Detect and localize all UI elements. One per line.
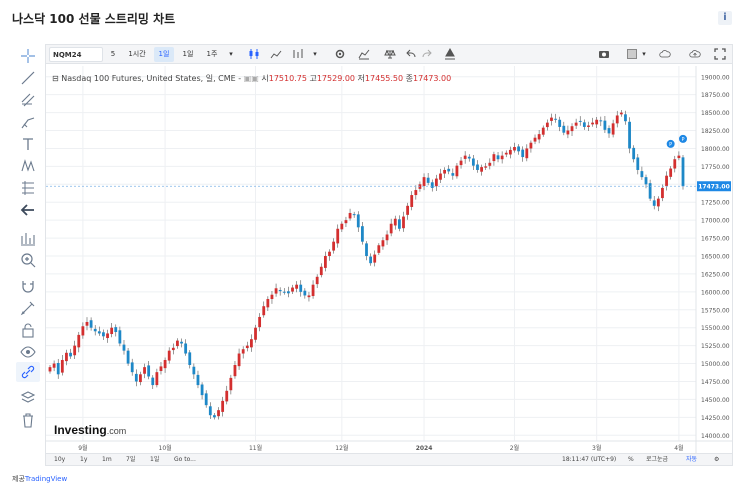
arrow-left-icon[interactable] <box>16 200 40 220</box>
trend-line-icon[interactable] <box>16 68 40 88</box>
legend-symbol-name: Nasdaq 100 Futures, United States, 일, CM… <box>61 74 242 83</box>
interval-1h[interactable]: 1시간 <box>128 50 146 58</box>
link-icon[interactable] <box>16 362 40 382</box>
range-7d[interactable]: 7일 <box>126 456 136 463</box>
bottom-bar: 10y 1y 1m 7일 1일 Go to... 18:11:47 (UTC+9… <box>45 453 733 466</box>
cloud-save-icon[interactable] <box>684 47 706 62</box>
compare-icon[interactable] <box>268 47 284 62</box>
drawing-toolbar <box>14 44 42 464</box>
camera-icon[interactable] <box>596 47 612 62</box>
magnet-icon[interactable] <box>16 276 40 296</box>
legend-high: 17529.00 <box>316 74 355 83</box>
legend-open: 17510.75 <box>268 74 307 83</box>
pattern-icon[interactable] <box>16 156 40 176</box>
settings-gear-icon[interactable] <box>332 47 348 62</box>
interval-5[interactable]: 5 <box>110 50 116 58</box>
templates-icon[interactable] <box>356 47 372 62</box>
pitchfork-icon[interactable] <box>16 90 40 110</box>
range-1y[interactable]: 1y <box>80 456 88 463</box>
clock-time: 18:11:47 (UTC+9) <box>562 456 617 463</box>
page-title: 나스닥 100 선물 스트리밍 차트 <box>12 12 176 26</box>
indicators-dropdown-icon[interactable]: ▾ <box>313 50 317 58</box>
legend-low-label: 저 <box>357 74 365 83</box>
percent-toggle[interactable]: % <box>628 456 634 463</box>
bottom-settings-icon[interactable]: ⚙ <box>714 456 720 463</box>
measure-icon[interactable] <box>16 228 40 248</box>
info-button[interactable]: i <box>718 11 732 25</box>
legend-close: 17473.00 <box>413 74 452 83</box>
log-scale-toggle[interactable]: 로그눈금 <box>646 456 669 463</box>
text-tool-icon[interactable] <box>16 134 40 154</box>
layers-icon[interactable] <box>16 388 40 408</box>
crosshair-icon[interactable] <box>16 46 40 66</box>
legend-close-label: 종 <box>405 74 414 83</box>
lock-drawing-icon[interactable] <box>16 298 40 318</box>
fullscreen-object-icon[interactable] <box>442 47 458 62</box>
goto-button[interactable]: Go to... <box>174 456 196 463</box>
eye-icon[interactable] <box>16 342 40 362</box>
fullscreen-icon[interactable] <box>712 47 728 62</box>
chart-toolbar: NQM24 5 1시간 1일 1일 1주 ▾ ▾ ▾ <box>45 44 733 64</box>
candles-icon[interactable] <box>246 47 262 62</box>
range-10y[interactable]: 10y <box>54 456 66 463</box>
interval-1w[interactable]: 1일 <box>182 50 194 58</box>
range-1m[interactable]: 1m <box>102 456 112 463</box>
zoom-in-icon[interactable] <box>16 250 40 270</box>
interval-dropdown-icon[interactable]: ▾ <box>229 50 233 58</box>
indicators-icon[interactable] <box>290 47 306 62</box>
investing-logo: Investing.com <box>54 423 127 437</box>
legend-high-label: 고 <box>309 74 317 83</box>
trash-icon[interactable] <box>16 410 40 430</box>
undo-icon[interactable] <box>404 47 418 62</box>
legend-low: 17455.50 <box>364 74 404 83</box>
auto-scale-toggle[interactable]: 자동 <box>686 456 698 463</box>
chart-legend: ⊟ Nasdaq 100 Futures, United States, 일, … <box>52 73 451 84</box>
tradingview-link[interactable]: TradingView <box>24 475 68 483</box>
interval-1m[interactable]: 1주 <box>206 50 218 58</box>
cloud-load-icon[interactable] <box>654 47 676 62</box>
credit: 제공TradingView <box>12 475 68 483</box>
interval-1d[interactable]: 1일 <box>154 47 174 62</box>
range-1d[interactable]: 1일 <box>150 456 160 463</box>
redo-icon[interactable] <box>420 47 434 62</box>
alert-icon[interactable] <box>382 47 398 62</box>
legend-open-label: 시 <box>261 74 269 83</box>
chart-area[interactable] <box>45 64 733 453</box>
fib-icon[interactable] <box>16 178 40 198</box>
legend-icons: ▣▣ <box>243 74 259 83</box>
brush-icon[interactable] <box>16 112 40 132</box>
lock-icon[interactable] <box>16 320 40 340</box>
theme-square-icon[interactable] <box>624 47 640 62</box>
legend-collapse-icon[interactable]: ⊟ <box>52 74 59 83</box>
symbol-input[interactable]: NQM24 <box>49 47 103 62</box>
theme-dropdown-icon[interactable]: ▾ <box>642 50 646 58</box>
